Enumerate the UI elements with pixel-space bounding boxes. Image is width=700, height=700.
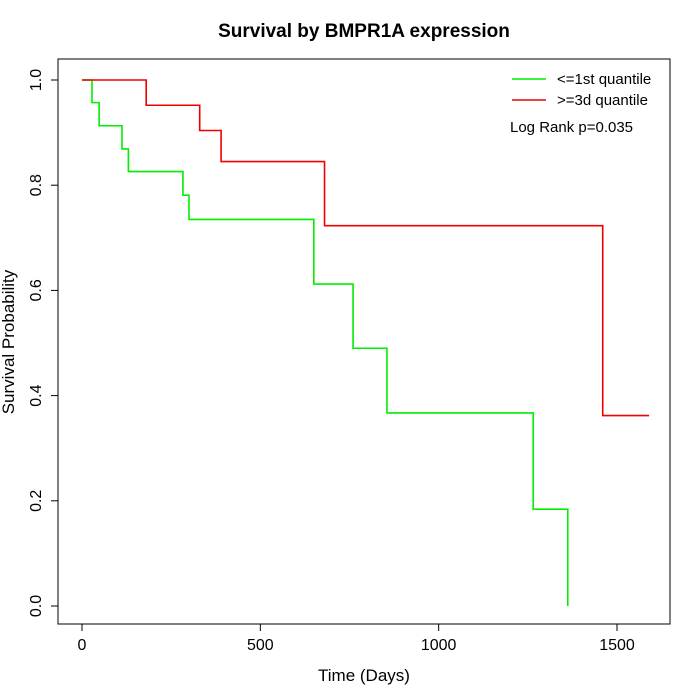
y-tick-label: 0.0 (28, 595, 45, 617)
x-axis: 0 500 1000 1500 (78, 623, 635, 654)
legend: <=1st quantile >=3d quantile (512, 71, 651, 109)
x-tick-label: 1000 (421, 637, 457, 654)
legend-entry-low: <=1st quantile (557, 71, 651, 88)
y-axis-label: Survival Probability (0, 269, 18, 414)
series-line-high (82, 79, 650, 417)
y-tick-label: 0.4 (28, 384, 45, 406)
y-axis: 0.0 0.2 0.4 0.6 0.8 1.0 (28, 69, 59, 617)
legend-entry-high: >=3d quantile (557, 92, 648, 109)
y-tick-label: 0.6 (28, 279, 45, 301)
x-tick-label: 1500 (599, 637, 635, 654)
series-line-low (82, 79, 569, 606)
log-rank-annotation: Log Rank p=0.035 (510, 119, 633, 136)
x-tick-label: 500 (247, 637, 274, 654)
y-tick-label: 0.8 (28, 174, 45, 196)
x-tick-label: 0 (78, 637, 87, 654)
y-tick-label: 0.2 (28, 490, 45, 512)
series-layer (82, 79, 650, 606)
chart-title: Survival by BMPR1A expression (218, 21, 510, 42)
plot-frame (57, 58, 671, 625)
y-tick-label: 1.0 (28, 69, 45, 91)
x-axis-label: Time (Days) (318, 666, 410, 685)
